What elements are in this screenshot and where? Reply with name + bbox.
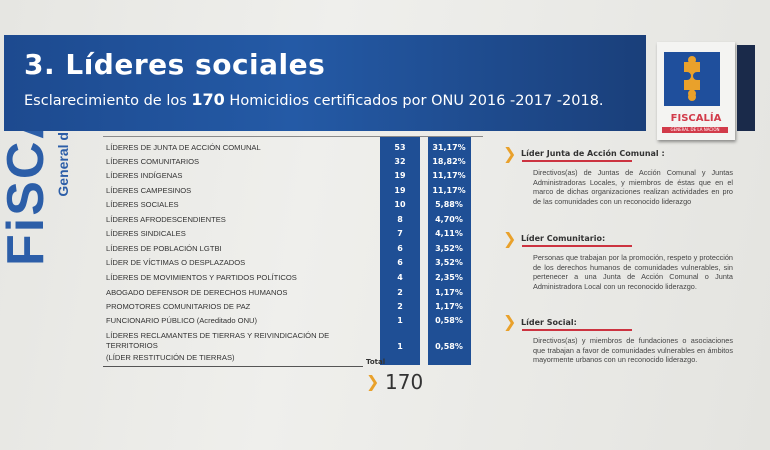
table-top-rule — [103, 136, 483, 137]
table-row-percent: 1,17% — [435, 302, 463, 311]
table-row-count: 8 — [397, 215, 403, 224]
definition-underline — [522, 245, 632, 247]
definition-text: Directivos(as) y miembros de fundaciones… — [533, 336, 733, 365]
table-row-label: LÍDERES AFRODESCENDIENTES — [106, 215, 226, 224]
chevron-right-icon: ❯ — [503, 229, 517, 248]
table-row-count: 32 — [394, 157, 406, 166]
table-row-percent: 4,11% — [435, 229, 463, 238]
count-column — [380, 137, 420, 365]
table-row-percent: 0,58% — [435, 316, 463, 325]
table-row-label-continued: (LÍDER RESTITUCIÓN DE TIERRAS) — [106, 353, 235, 362]
table-row-label: LÍDERES COMUNITARIOS — [106, 157, 200, 166]
table-row-label: LÍDERES DE MOVIMIENTOS Y PARTIDOS POLÍTI… — [106, 273, 297, 282]
definition-title: Líder Comunitario: — [521, 234, 606, 243]
table-row-label: LÍDER DE VÍCTIMAS O DESPLAZADOS — [106, 258, 246, 267]
table-row-label: LÍDERES INDÍGENAS — [106, 171, 183, 180]
chevron-right-icon: ❯ — [503, 144, 517, 163]
definition-text: Directivos(as) de Juntas de Acción Comun… — [533, 168, 733, 206]
table-row-count: 10 — [394, 200, 406, 209]
total-label: Total — [366, 358, 386, 366]
subtitle-number: 170 — [191, 90, 225, 109]
table-row-count: 2 — [397, 288, 403, 297]
definition-underline — [522, 329, 632, 331]
subtitle-prefix: Esclarecimiento de los — [24, 93, 187, 109]
table-row-count: 53 — [394, 143, 406, 152]
table-row-percent: 11,17% — [432, 186, 466, 195]
table-row-percent: 11,17% — [432, 171, 466, 180]
table-row-percent: 0,58% — [435, 342, 463, 351]
table-row-label: LÍDERES SINDICALES — [106, 229, 186, 238]
table-row-label: PROMOTORES COMUNITARIOS DE PAZ — [106, 302, 251, 311]
table-row-count: 1 — [397, 342, 403, 351]
table-row-count: 6 — [397, 258, 403, 267]
subtitle-suffix: Homicidios certificados por ONU 2016 -20… — [229, 93, 604, 109]
table-row-count: 7 — [397, 229, 403, 238]
table-row-label: ABOGADO DEFENSOR DE DERECHOS HUMANOS — [106, 288, 288, 297]
decorative-block — [737, 45, 755, 131]
table-row-label: LÍDERES DE JUNTA DE ACCIÓN COMUNAL — [106, 143, 261, 152]
logo-name: FISCALÍA — [670, 113, 722, 124]
table-row-percent: 5,88% — [435, 200, 463, 209]
table-row-count: 6 — [397, 244, 403, 253]
definition-title: Líder Social: — [521, 318, 577, 327]
logo-tagline: GENERAL DE LA NACIÓN — [662, 127, 728, 133]
percent-column — [428, 137, 471, 365]
chevron-right-icon: ❯ — [503, 312, 517, 331]
total-value: 170 — [385, 370, 424, 394]
table-row-percent: 3,52% — [435, 244, 463, 253]
puzzle-logo-icon — [664, 52, 720, 106]
table-row-percent: 1,17% — [435, 288, 463, 297]
table-row-label: LÍDERES SOCIALES — [106, 200, 179, 209]
table-bottom-rule — [103, 366, 363, 367]
table-row-label: FUNCIONARIO PÚBLICO (Acreditado ONU) — [106, 316, 258, 325]
table-row-percent: 31,17% — [432, 143, 466, 152]
page-subtitle: Esclarecimiento de los 170 Homicidios ce… — [24, 90, 604, 109]
definition-title: Líder Junta de Acción Comunal : — [521, 149, 665, 158]
table-row-count: 1 — [397, 316, 403, 325]
table-row-count: 19 — [394, 186, 406, 195]
table-row-percent: 2,35% — [435, 273, 463, 282]
table-row-percent: 3,52% — [435, 258, 463, 267]
watermark-subtext: General d — [55, 132, 71, 197]
definition-underline — [522, 160, 632, 162]
table-row-label: LÍDERES DE POBLACIÓN LGTBI — [106, 244, 222, 253]
table-row-percent: 18,82% — [432, 157, 466, 166]
definition-text: Personas que trabajan por la promoción, … — [533, 253, 733, 291]
page-title: 3. Líderes sociales — [24, 48, 326, 81]
table-row-count: 19 — [394, 171, 406, 180]
table-row-label: LÍDERES RECLAMANTES DE TIERRAS Y REIVIND… — [106, 331, 330, 350]
header-banner — [4, 35, 646, 131]
table-row-percent: 4,70% — [435, 215, 463, 224]
table-row-label: LÍDERES CAMPESINOS — [106, 186, 192, 195]
chevron-right-icon: ❯ — [366, 372, 380, 391]
table-row-count: 4 — [397, 273, 403, 282]
table-row-count: 2 — [397, 302, 403, 311]
